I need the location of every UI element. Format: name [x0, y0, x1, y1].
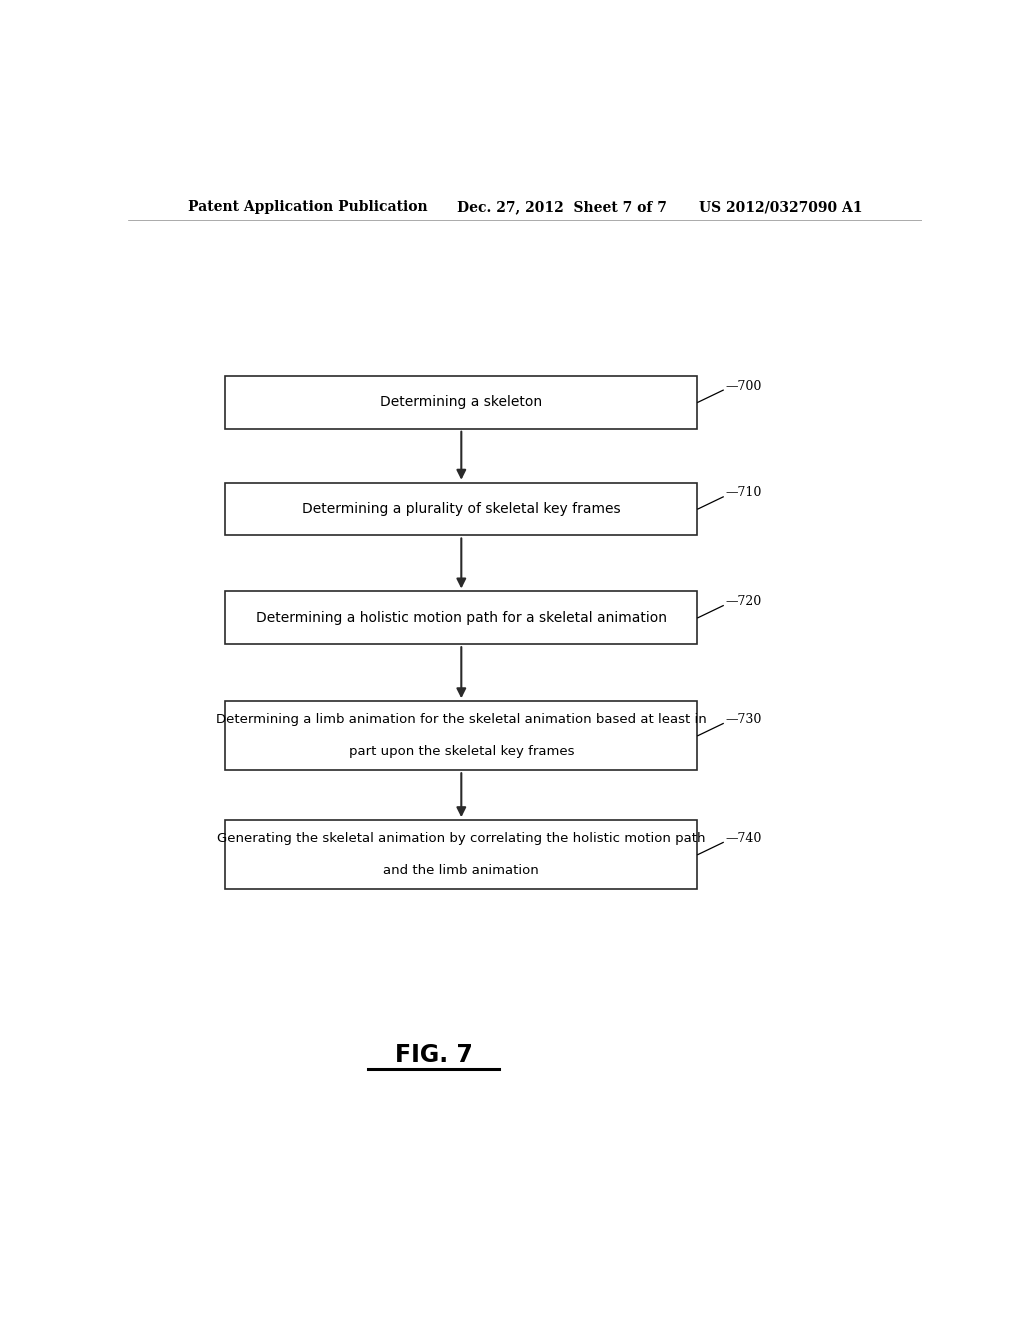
Text: Determining a skeleton: Determining a skeleton	[380, 395, 543, 409]
Text: US 2012/0327090 A1: US 2012/0327090 A1	[699, 201, 863, 214]
Text: part upon the skeletal key frames: part upon the skeletal key frames	[348, 746, 574, 759]
Text: Dec. 27, 2012  Sheet 7 of 7: Dec. 27, 2012 Sheet 7 of 7	[458, 201, 668, 214]
Text: —730: —730	[726, 713, 762, 726]
Text: and the limb animation: and the limb animation	[383, 865, 540, 878]
Text: —710: —710	[726, 486, 762, 499]
Text: Patent Application Publication: Patent Application Publication	[187, 201, 427, 214]
Text: Determining a limb animation for the skeletal animation based at least in: Determining a limb animation for the ske…	[216, 713, 707, 726]
Text: Determining a holistic motion path for a skeletal animation: Determining a holistic motion path for a…	[256, 611, 667, 624]
Text: FIG. 7: FIG. 7	[394, 1043, 472, 1067]
FancyBboxPatch shape	[225, 376, 697, 429]
FancyBboxPatch shape	[225, 820, 697, 890]
Text: —740: —740	[726, 832, 762, 845]
FancyBboxPatch shape	[225, 701, 697, 771]
FancyBboxPatch shape	[225, 483, 697, 536]
FancyBboxPatch shape	[225, 591, 697, 644]
Text: —720: —720	[726, 595, 762, 609]
Text: Determining a plurality of skeletal key frames: Determining a plurality of skeletal key …	[302, 502, 621, 516]
Text: —700: —700	[726, 380, 762, 392]
Text: Generating the skeletal animation by correlating the holistic motion path: Generating the skeletal animation by cor…	[217, 832, 706, 845]
